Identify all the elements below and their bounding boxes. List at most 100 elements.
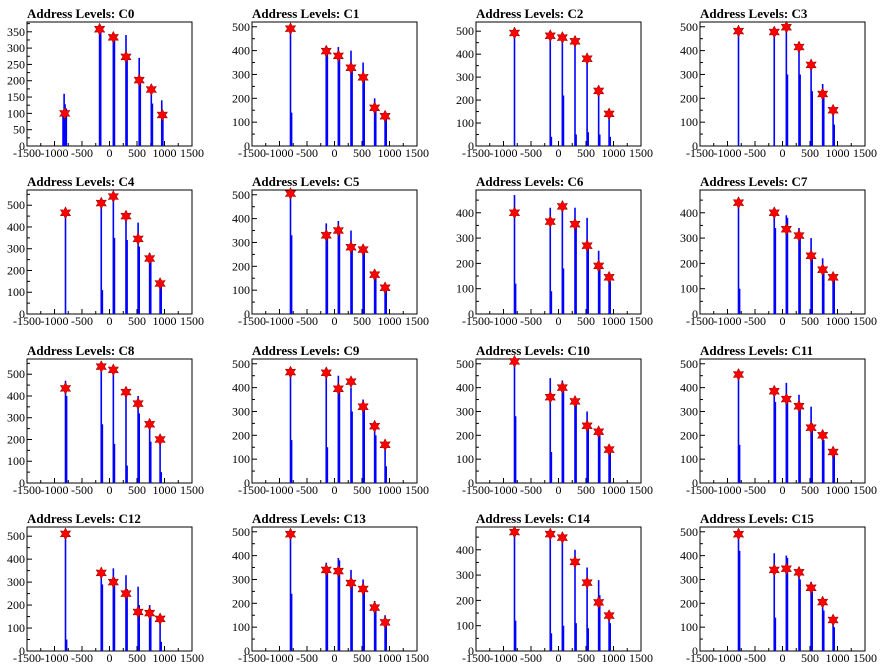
- y-tick-label: 200: [7, 432, 25, 446]
- y-tick-label: 300: [456, 404, 474, 418]
- plot-frame: [475, 526, 642, 652]
- chart-title: Address Levels: C2: [476, 6, 583, 21]
- x-tick-label: -500: [71, 483, 93, 497]
- peak-marker: [59, 206, 72, 220]
- peak-marker: [793, 565, 805, 579]
- x-tick-label: 1000: [826, 314, 850, 328]
- y-tick-label: 300: [232, 235, 250, 249]
- x-tick-label: -1500: [238, 146, 266, 160]
- peak-marker: [357, 582, 369, 596]
- y-tick-label: 300: [232, 67, 250, 81]
- x-tick-label: -1000: [490, 651, 518, 665]
- peak-marker: [768, 563, 780, 577]
- x-tick-label: 1000: [602, 483, 626, 497]
- chart-panel-c10: Address Levels: C10 0 100 200 300 400 500 -1500…: [456, 343, 653, 497]
- x-tick-label: 0: [780, 314, 786, 328]
- y-tick-label: 400: [232, 212, 250, 226]
- peak-marker: [93, 22, 106, 36]
- y-tick-label: 200: [680, 91, 698, 105]
- y-tick-label: 0: [19, 476, 25, 490]
- peak-marker: [144, 417, 156, 431]
- chart-title: Address Levels: C15: [700, 511, 814, 526]
- y-tick-label: 400: [680, 44, 698, 58]
- peak-marker: [59, 106, 71, 120]
- x-tick-label: 500: [353, 483, 371, 497]
- y-tick-label: 100: [456, 282, 474, 296]
- x-tick-label: -1000: [266, 146, 294, 160]
- y-tick-label: 0: [19, 307, 25, 321]
- x-tick-label: 1500: [180, 314, 204, 328]
- plot-frame: [699, 358, 866, 484]
- x-tick-label: -1000: [41, 651, 69, 665]
- x-tick-label: -1500: [686, 314, 714, 328]
- x-tick-label: 1000: [378, 483, 402, 497]
- y-tick-label: 150: [7, 90, 25, 104]
- peak-marker: [107, 189, 119, 204]
- x-tick-label: -500: [520, 146, 542, 160]
- peak-marker: [569, 34, 581, 48]
- peak-marker: [320, 366, 332, 380]
- chart-title: Address Levels: C4: [27, 174, 135, 189]
- y-tick-label: 0: [19, 644, 25, 658]
- x-tick-label: -1000: [266, 483, 294, 497]
- peak-marker: [320, 563, 332, 577]
- x-tick-label: 1000: [826, 483, 850, 497]
- y-tick-label: 500: [680, 20, 698, 34]
- x-tick-label: -1500: [462, 651, 490, 665]
- x-tick-label: -1000: [266, 651, 294, 665]
- x-tick-label: 1500: [180, 146, 204, 160]
- y-tick-label: 500: [232, 357, 250, 371]
- y-tick-label: 300: [7, 575, 25, 589]
- x-tick-label: -1000: [714, 314, 742, 328]
- peak-marker: [379, 438, 391, 452]
- y-tick-label: 0: [468, 644, 474, 658]
- peak-marker: [780, 562, 792, 576]
- y-tick-label: 100: [232, 620, 250, 634]
- x-tick-label: 500: [128, 146, 146, 160]
- y-tick-label: 500: [680, 525, 698, 539]
- x-tick-label: -500: [71, 651, 93, 665]
- x-tick-label: 0: [107, 146, 113, 160]
- y-tick-label: 100: [7, 106, 25, 120]
- peak-marker: [508, 206, 521, 220]
- x-tick-label: -1000: [490, 146, 518, 160]
- plot-frame: [26, 21, 193, 147]
- x-tick-label: 1500: [405, 314, 429, 328]
- x-tick-label: 1000: [378, 651, 402, 665]
- peak-marker: [144, 251, 156, 266]
- x-tick-label: -1500: [238, 483, 266, 497]
- y-tick-label: 200: [7, 74, 25, 88]
- x-tick-label: -500: [520, 314, 542, 328]
- x-tick-label: 1500: [629, 314, 653, 328]
- x-tick-label: 500: [577, 314, 595, 328]
- y-tick-label: 100: [456, 452, 474, 466]
- y-tick-label: 100: [7, 621, 25, 635]
- chart-panel-c0: Address Levels: C0 0 50 100 150 200 250 300 350 -…: [7, 6, 204, 160]
- x-tick-label: -500: [744, 314, 766, 328]
- x-tick-label: -500: [296, 483, 318, 497]
- chart-panel-c8: Address Levels: C80100200300400500-1500-…: [7, 343, 204, 497]
- peak-marker: [544, 390, 556, 404]
- chart-panel-c9: Address Levels: C90100200300400500-1500-…: [232, 343, 429, 497]
- peak-marker: [780, 20, 792, 34]
- y-tick-label: 100: [680, 115, 698, 129]
- y-tick-label: 500: [7, 529, 25, 543]
- y-tick-label: 100: [680, 282, 698, 296]
- peak-marker: [132, 232, 144, 246]
- x-tick-label: -500: [71, 314, 93, 328]
- peak-marker: [556, 381, 568, 395]
- y-tick-label: 500: [7, 198, 25, 212]
- x-tick-label: -1500: [13, 314, 41, 328]
- chart-panel-c6: Address Levels: C6 0 100 200 300 400 -1500 -100…: [456, 174, 653, 328]
- x-tick-label: -1500: [13, 483, 41, 497]
- chart-title: Address Levels: C11: [700, 343, 813, 358]
- x-tick-label: 0: [107, 314, 113, 328]
- x-tick-label: -1000: [41, 314, 69, 328]
- peak-marker: [556, 31, 568, 45]
- peak-marker: [95, 196, 107, 210]
- y-tick-label: 200: [456, 593, 474, 607]
- y-tick-label: 200: [456, 428, 474, 442]
- x-tick-label: 500: [353, 314, 371, 328]
- x-tick-label: 500: [577, 146, 595, 160]
- x-tick-label: -1000: [490, 483, 518, 497]
